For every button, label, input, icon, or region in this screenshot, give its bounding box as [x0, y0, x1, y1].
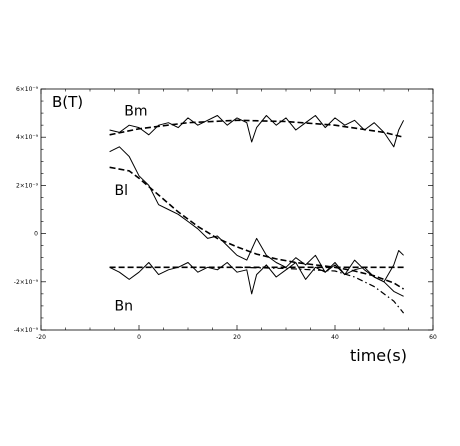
series-label-bn: Bn — [115, 299, 133, 315]
plot-border — [40, 88, 434, 331]
series-bn-fit-alt — [236, 266, 405, 314]
y-tick-label: -4×10⁻⁹ — [14, 327, 39, 334]
x-tick-label: 0 — [137, 334, 141, 341]
y-axis-label: B(T) — [52, 93, 83, 111]
y-tick-label: 4×10⁻⁹ — [16, 134, 39, 141]
series-bl-fit — [109, 166, 405, 290]
plot-frame — [40, 88, 434, 331]
axis-tick-labels: -20 0 20 40 60 -4×10⁻⁹ -2×10⁻⁹ 0 2×10⁻⁹ 4×10⁻⁹ 6×1… — [14, 86, 437, 341]
series-label-bm: Bm — [124, 104, 147, 120]
series-bm-data — [109, 115, 405, 148]
x-tick-label: 40 — [331, 334, 339, 341]
y-tick-label: 0 — [34, 231, 38, 238]
series-label-bl: Bl — [115, 183, 129, 199]
x-tick-label: -20 — [36, 334, 46, 341]
series-bm-fit — [109, 119, 404, 138]
y-tick-label: 6×10⁻⁹ — [16, 86, 39, 93]
series-lines — [109, 115, 405, 314]
x-axis-label: time(s) — [350, 346, 407, 365]
series-bl-data — [109, 146, 404, 283]
series-labels: Bm Bl Bn — [115, 104, 148, 315]
y-tick-label: 2×10⁻⁹ — [16, 182, 39, 189]
x-tick-label: 20 — [233, 334, 241, 341]
axis-ticks — [40, 88, 434, 331]
y-tick-label: -2×10⁻⁹ — [14, 279, 39, 286]
series-bn-data — [109, 262, 404, 297]
x-tick-label: 60 — [429, 334, 437, 341]
